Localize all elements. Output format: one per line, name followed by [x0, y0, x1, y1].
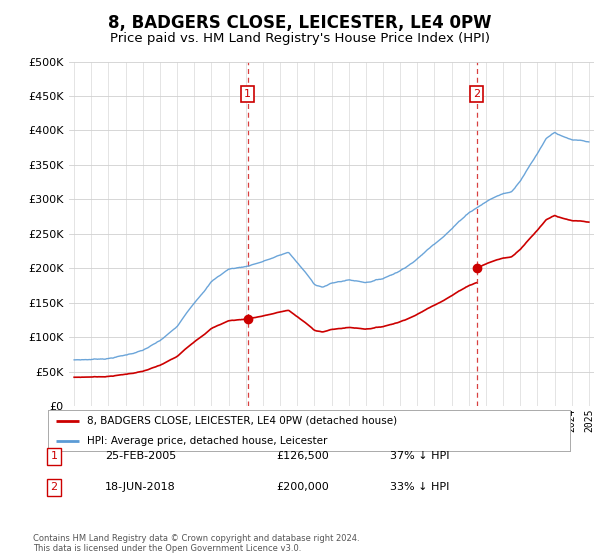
- Text: 37% ↓ HPI: 37% ↓ HPI: [390, 451, 449, 461]
- Text: 2: 2: [473, 89, 480, 99]
- Text: 33% ↓ HPI: 33% ↓ HPI: [390, 482, 449, 492]
- Text: 1: 1: [244, 89, 251, 99]
- Text: Price paid vs. HM Land Registry's House Price Index (HPI): Price paid vs. HM Land Registry's House …: [110, 32, 490, 45]
- Text: Contains HM Land Registry data © Crown copyright and database right 2024.
This d: Contains HM Land Registry data © Crown c…: [33, 534, 359, 553]
- Text: 8, BADGERS CLOSE, LEICESTER, LE4 0PW: 8, BADGERS CLOSE, LEICESTER, LE4 0PW: [108, 14, 492, 32]
- Text: 25-FEB-2005: 25-FEB-2005: [105, 451, 176, 461]
- Text: £126,500: £126,500: [276, 451, 329, 461]
- Text: £200,000: £200,000: [276, 482, 329, 492]
- Text: 18-JUN-2018: 18-JUN-2018: [105, 482, 176, 492]
- Text: 8, BADGERS CLOSE, LEICESTER, LE4 0PW (detached house): 8, BADGERS CLOSE, LEICESTER, LE4 0PW (de…: [87, 416, 397, 426]
- Text: 1: 1: [50, 451, 58, 461]
- Text: HPI: Average price, detached house, Leicester: HPI: Average price, detached house, Leic…: [87, 436, 328, 446]
- Text: 2: 2: [50, 482, 58, 492]
